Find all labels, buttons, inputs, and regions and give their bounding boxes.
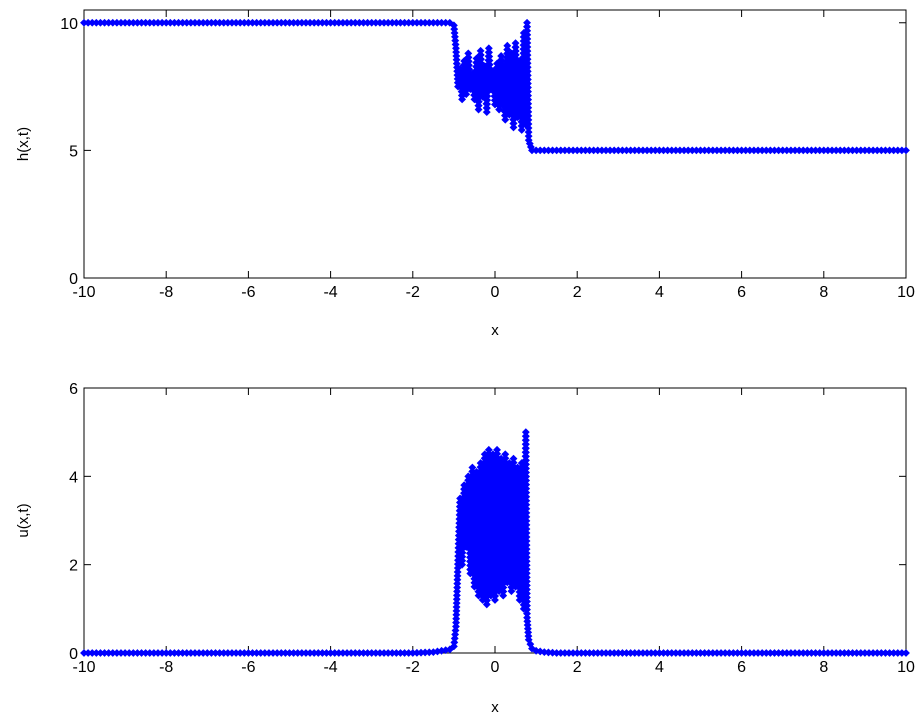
x-tick-label: -2 bbox=[406, 659, 420, 676]
y-tick-label: 0 bbox=[69, 271, 78, 288]
x-tick-label: -6 bbox=[241, 284, 255, 301]
x-tick-label: 0 bbox=[491, 284, 500, 301]
x-tick-label: 2 bbox=[573, 284, 582, 301]
x-tick-label: 4 bbox=[655, 659, 664, 676]
y-tick-label: 10 bbox=[60, 16, 78, 33]
y-axis-label: u(x,t) bbox=[15, 503, 32, 537]
series-markers bbox=[80, 18, 910, 155]
y-axis-label: h(x,t) bbox=[15, 127, 32, 161]
x-axis-label: x bbox=[491, 699, 499, 716]
series-markers bbox=[80, 428, 910, 657]
x-tick-label: 10 bbox=[897, 284, 915, 301]
x-tick-label: -6 bbox=[241, 659, 255, 676]
x-tick-label: 8 bbox=[819, 284, 828, 301]
x-tick-label: -4 bbox=[323, 659, 337, 676]
x-tick-label: 2 bbox=[573, 659, 582, 676]
data-point bbox=[902, 649, 910, 657]
y-tick-label: 5 bbox=[69, 143, 78, 160]
x-tick-label: -8 bbox=[159, 284, 173, 301]
x-tick-label: -4 bbox=[323, 284, 337, 301]
axes-box bbox=[83, 9, 907, 279]
x-tick-label: 4 bbox=[655, 284, 664, 301]
y-tick-label: 6 bbox=[69, 381, 78, 398]
subplot-u: -10 -8 -6 -4 -2 0 2 4 6 8 10 0 2 4 6 x u(x,t) bbox=[15, 381, 915, 716]
y-tick-label: 0 bbox=[69, 646, 78, 663]
x-tick-label: -2 bbox=[406, 284, 420, 301]
x-tick-label: -10 bbox=[72, 284, 95, 301]
x-tick-label: 6 bbox=[737, 284, 746, 301]
subplot-h: -10 -8 -6 -4 -2 0 2 4 6 8 10 0 5 10 x h(x,t) bbox=[15, 9, 915, 339]
y-tick-label: 4 bbox=[69, 469, 78, 486]
x-axis-label: x bbox=[491, 322, 499, 339]
x-tick-label: 6 bbox=[737, 659, 746, 676]
y-tick-label: 2 bbox=[69, 558, 78, 575]
data-point bbox=[526, 640, 535, 649]
x-tick-label: -10 bbox=[72, 659, 95, 676]
x-tick-label: -8 bbox=[159, 659, 173, 676]
x-tick-label: 0 bbox=[491, 659, 500, 676]
data-point bbox=[902, 146, 910, 155]
x-tick-label: 8 bbox=[819, 659, 828, 676]
x-tick-label: 10 bbox=[897, 659, 915, 676]
